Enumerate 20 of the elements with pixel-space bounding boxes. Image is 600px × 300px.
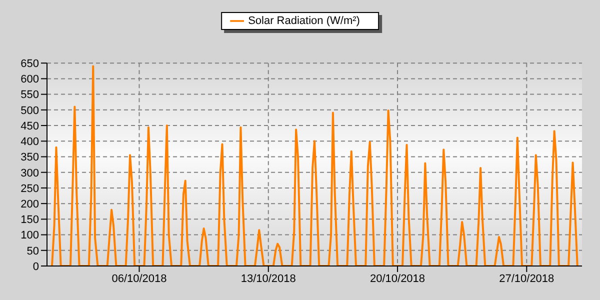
- y-tick-label: 250: [20, 182, 39, 195]
- y-tick-label: 300: [20, 167, 39, 180]
- x-tick-label: 06/10/2018: [112, 272, 167, 285]
- y-tick-label: 650: [20, 58, 39, 70]
- y-tick-label: 0: [32, 260, 39, 273]
- y-tick-label: 400: [20, 136, 39, 148]
- y-tick-label: 550: [20, 89, 39, 102]
- y-tick-label: 600: [20, 74, 39, 86]
- x-tick-label: 13/10/2018: [240, 272, 296, 285]
- y-tick-label: 50: [26, 245, 39, 258]
- legend-label: Solar Radiation (W/m²): [248, 15, 360, 27]
- y-tick-label: 350: [20, 152, 39, 164]
- y-tick-label: 150: [20, 214, 39, 226]
- x-tick-label: 20/10/2018: [370, 272, 426, 285]
- line-series: [50, 65, 578, 266]
- y-tick-label: 100: [20, 230, 39, 242]
- y-tick-label: 450: [20, 120, 39, 132]
- y-tick-label: 200: [20, 198, 39, 210]
- y-tick-label: 500: [20, 104, 39, 117]
- x-tick-label: 27/10/2018: [499, 272, 554, 285]
